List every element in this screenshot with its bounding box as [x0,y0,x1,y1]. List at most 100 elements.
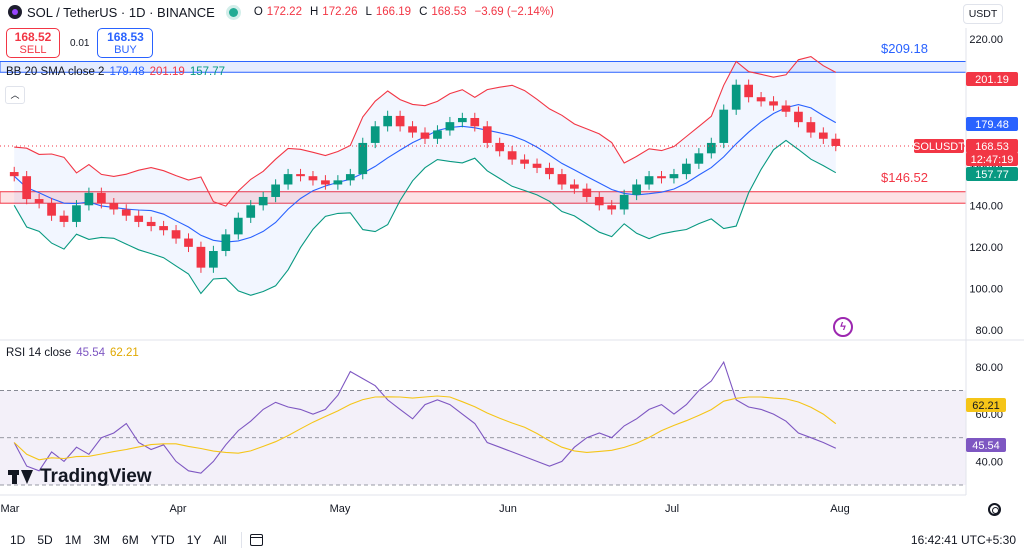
rsi-axis-box [966,398,1006,412]
candle-body [72,205,81,222]
solana-logo-icon [8,5,22,19]
range-1y[interactable]: 1Y [186,533,202,547]
collapse-legend-button[interactable]: ︿ [5,86,25,104]
flash-event-icon[interactable]: ϟ [833,317,853,337]
candle-body [806,122,816,133]
close-value: 168.53 [431,6,467,18]
candle-body [9,172,19,177]
candle-body [818,132,828,139]
price-tick-label: 220.00 [969,34,1003,46]
price-axis-tag: 168.53 [975,141,1009,153]
price-axis-box [966,139,1018,153]
candle-body [159,226,168,231]
candle-body [370,126,380,143]
open-value: 172.22 [266,6,302,18]
rsi-tick-label: 40.00 [975,456,1003,468]
candle-body [445,122,455,131]
rsi-tick-label: 60.00 [975,409,1003,421]
candle-body [582,188,592,197]
price-axis-box [966,152,1018,166]
candle-body [333,180,343,185]
candle-body [694,153,704,164]
candle-body [395,115,405,127]
bb-lower-value: 157.77 [189,66,226,78]
rsi-legend[interactable]: RSI 14 close 45.54 62.21 [6,347,139,359]
price-tick-label: 80.00 [975,325,1003,337]
axes: 220.00200.00180.00160.00140.00120.00100.… [0,28,1024,515]
candle-body [358,142,368,175]
range-ytd[interactable]: YTD [150,533,175,547]
candle-body [146,221,156,227]
time-label: May [330,503,351,515]
rsi-ma-line [13,395,837,461]
candle-body [408,126,417,133]
tradingview-logo-icon [8,470,34,484]
resistance-annotation: $209.18 [881,41,928,56]
candle-body [495,142,505,152]
candle-body [632,184,641,195]
sell-label: SELL [19,44,47,56]
spread-value: 0.01 [70,37,90,49]
candle-body [594,196,604,206]
candle-body [507,151,517,160]
candle-body [433,130,442,139]
rsi-pane [0,360,966,486]
candle-body [557,174,567,185]
bollinger-lower-line [13,139,837,296]
range-5d[interactable]: 5D [37,533,53,547]
price-axis-tag: 201.19 [975,74,1009,86]
range-6m[interactable]: 6M [122,533,139,547]
candle-body [308,176,318,181]
currency-selector[interactable]: USDT [963,4,1003,24]
price-axis-tag: 157.77 [975,169,1009,181]
calendar-icon[interactable] [249,534,263,546]
clock[interactable]: 16:42:41 UTC+5:30 [910,533,1016,547]
trade-panel: 168.52 SELL 0.01 168.53 BUY [6,28,154,58]
candle-body [109,203,119,210]
range-1m[interactable]: 1M [64,533,82,547]
candle-body [59,215,69,222]
candle-body [296,174,305,177]
high-key: H [309,6,319,18]
rsi-value: 45.54 [76,347,105,359]
candle-body [34,199,44,204]
candle-body [221,234,231,252]
candle-body [97,192,106,204]
candle-body [545,167,554,175]
buy-button[interactable]: 168.53 BUY [97,28,154,58]
candle-body [196,246,206,268]
candle-body [769,101,778,106]
price-axis-box [966,167,1018,181]
candle-body [731,84,741,110]
candle-body [570,184,579,189]
candle-body [482,126,492,143]
price-axis-box [966,72,1018,86]
range-all[interactable]: All [213,533,227,547]
gear-icon[interactable] [988,503,1001,516]
candle-body [383,115,393,127]
candle-body [233,217,243,235]
candle-body [171,230,181,239]
candle-body [607,205,617,210]
time-label: Aug [830,503,850,515]
price-chart[interactable]: 220.00200.00180.00160.00140.00120.00100.… [0,0,1024,525]
price-axis-box [914,139,964,153]
bb-basis-value: 179.48 [109,66,145,78]
sell-button[interactable]: 168.52 SELL [6,28,60,58]
price-tick-label: 100.00 [969,283,1003,295]
low-key: L [365,6,372,18]
bollinger-legend[interactable]: BB 20 SMA close 2 179.48 201.19 157.77 [6,66,225,78]
candle-body [184,238,193,247]
range-1d[interactable]: 1D [10,533,26,547]
rsi-axis-tag: 45.54 [972,440,1000,452]
candle-body [781,105,791,112]
candle-body [457,117,467,123]
bb-upper-value: 201.19 [149,66,185,78]
sell-price: 168.52 [14,30,52,44]
symbol-title[interactable]: SOL / TetherUS · 1D · BINANCE [27,4,215,20]
range-3m[interactable]: 3M [93,533,111,547]
candle-body [271,184,280,197]
watermark-text: TradingView [40,466,152,487]
tradingview-watermark: TradingView [8,466,152,488]
candle-body [756,97,766,102]
